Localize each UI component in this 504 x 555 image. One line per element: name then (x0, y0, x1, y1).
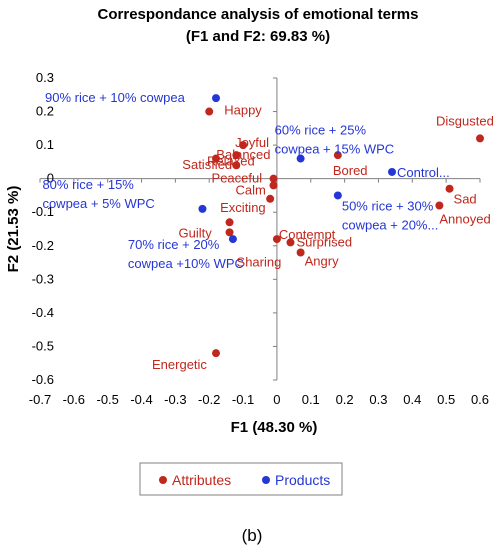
legend-products-marker (262, 476, 270, 484)
data-points (198, 94, 484, 358)
attributes-label: Joyful (235, 135, 269, 150)
y-tick-label: -0.2 (32, 238, 54, 253)
attributes-label: Bored (333, 163, 368, 178)
attributes-point (225, 228, 234, 237)
products-label: cowpea + 15% WPC (275, 142, 395, 157)
x-tick-label: 0.4 (403, 392, 421, 407)
attributes-label: Annoyed (439, 212, 490, 227)
x-tick-label: 0.5 (437, 392, 455, 407)
chart-title-line2: (F1 and F2: 69.83 %) (186, 28, 330, 45)
attributes-point (296, 248, 305, 257)
y-tick-label: -0.4 (32, 305, 54, 320)
products-label: Control... (397, 165, 450, 180)
y-tick-label: -0.5 (32, 338, 54, 353)
y-tick-label: 0.2 (36, 104, 54, 119)
attributes-label: Sharing (237, 254, 282, 269)
attributes-point (266, 194, 275, 203)
data-labels: Happy JoyfulBalancedRelaxedSatisfiedPeace… (42, 90, 493, 372)
attributes-label: Surprised (296, 234, 352, 249)
attributes-label: Disgusted (436, 113, 494, 128)
products-label: 80% rice + 15% (42, 177, 134, 192)
attributes-point (286, 238, 295, 247)
attributes-point (435, 201, 444, 210)
attributes-point (212, 349, 220, 358)
x-tick-label: 0 (273, 392, 280, 407)
attributes-point (476, 134, 484, 143)
products-point (212, 94, 220, 103)
attributes-point (239, 141, 248, 150)
attributes-point (205, 107, 214, 116)
products-point (388, 167, 396, 176)
y-tick-label: -0.3 (32, 271, 54, 286)
attributes-label: Energetic (152, 357, 207, 372)
attributes-point (225, 218, 234, 227)
attributes-label: Exciting (220, 200, 266, 215)
products-point (198, 204, 207, 213)
attributes-label: Calm (236, 182, 266, 197)
y-tick-label: 0.1 (36, 137, 54, 152)
chart-title-line1: Correspondance analysis of emotional ter… (98, 6, 419, 23)
attributes-label: Guilty (179, 225, 213, 240)
x-tick-label: -0.6 (63, 392, 85, 407)
y-tick-label: -0.1 (32, 204, 54, 219)
attributes-label: Happy (224, 103, 262, 118)
legend-attributes-marker (159, 476, 167, 484)
figure-caption: (b) (242, 526, 263, 545)
x-tick-label: -0.7 (29, 392, 51, 407)
legend-attributes-label: Attributes (172, 472, 231, 488)
attributes-label: Peaceful (212, 171, 263, 186)
x-tick-label: 0.2 (336, 392, 354, 407)
x-tick-label: -0.4 (130, 392, 152, 407)
y-tick-label: 0 (47, 171, 54, 186)
y-tick-label: 0.3 (36, 70, 54, 85)
y-axis-label: F2 (21.53 %) (5, 186, 22, 273)
legend: Attributes Products (139, 462, 343, 496)
x-tick-label: 0.1 (302, 392, 320, 407)
tick-labels: -0.7 -0.6 -0.5 -0.4 -0.3 -0.2 -0.1 0 0.1 0.2 0.3 0.… (29, 70, 489, 407)
x-axis-label: F1 (48.30 %) (231, 419, 318, 436)
products-label: cowpea + 20%... (342, 217, 438, 232)
attributes-label: Relaxed (207, 154, 255, 169)
attributes-point (232, 151, 241, 160)
x-tick-label: -0.3 (164, 392, 186, 407)
x-tick-label: 0.6 (471, 392, 489, 407)
y-tick-label: -0.6 (32, 372, 54, 387)
attributes-label: Satisfied (182, 157, 232, 172)
x-tick-label: -0.2 (198, 392, 220, 407)
legend-products-label: Products (275, 472, 330, 488)
attributes-point (269, 181, 278, 190)
attributes-point (269, 174, 278, 183)
products-label: 70% rice + 20% (128, 237, 220, 252)
attributes-point (333, 151, 342, 160)
x-tick-label: -0.1 (232, 392, 254, 407)
products-label: 60% rice + 25% (275, 123, 367, 138)
attributes-label: Balanced (216, 147, 270, 162)
x-tick-label: 0.3 (369, 392, 387, 407)
legend-box (139, 462, 343, 496)
attributes-label: Sad (454, 192, 477, 207)
products-label: cowpea + 5% WPC (42, 196, 154, 211)
products-label: cowpea +10% WPC (128, 256, 244, 271)
attributes-label: Angry (305, 253, 339, 268)
attributes-point (232, 161, 241, 170)
products-point (296, 154, 305, 163)
attributes-point (272, 235, 281, 244)
attributes-label: Contempt (279, 227, 336, 242)
attributes-point (445, 184, 454, 193)
products-label: 90% rice + 10% cowpea (45, 90, 186, 105)
products-label: 50% rice + 30% (342, 198, 434, 213)
products-point (228, 235, 237, 244)
products-point (333, 191, 342, 200)
attributes-point (212, 154, 220, 163)
x-tick-label: -0.5 (96, 392, 118, 407)
